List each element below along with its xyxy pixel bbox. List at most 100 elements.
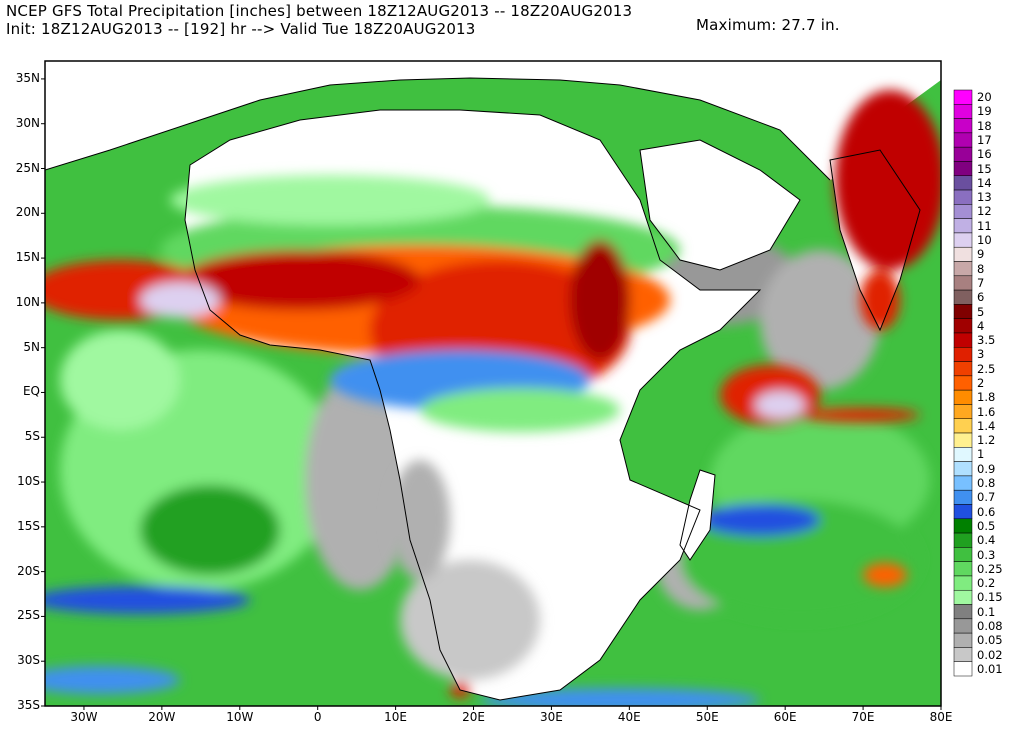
legend-level-label: 16 — [977, 147, 992, 162]
legend-swatch — [953, 275, 973, 291]
lat-label: 25S — [17, 608, 40, 623]
legend-level-label: 4 — [977, 318, 985, 333]
legend-level-label: 1.4 — [977, 418, 996, 433]
legend-level-label: 0.6 — [977, 504, 996, 519]
legend-swatch — [953, 389, 973, 405]
lon-label: 60E — [773, 710, 797, 724]
legend-swatch — [953, 575, 973, 591]
legend-level-label: 0.5 — [977, 518, 996, 533]
lat-label: 5S — [24, 429, 40, 444]
map-title: NCEP GFS Total Precipitation [inches] be… — [6, 2, 633, 20]
legend-level-label: 2.5 — [977, 361, 996, 376]
legend-level-label: 14 — [977, 175, 992, 190]
lat-label: 10N — [15, 294, 40, 309]
legend-level-label: 0.4 — [977, 533, 996, 548]
lon-label: 50E — [695, 710, 719, 724]
legend-swatch — [953, 89, 973, 105]
legend-level-label: 5 — [977, 304, 985, 319]
lon-label: 80E — [929, 710, 953, 724]
legend-level-label: 10 — [977, 233, 992, 248]
lat-label: 20S — [17, 563, 40, 578]
legend-swatch — [953, 304, 973, 319]
map-frame — [44, 60, 942, 707]
legend-level-label: 2 — [977, 376, 985, 390]
legend-swatch — [953, 332, 973, 348]
legend-level-label: 0.7 — [977, 490, 996, 505]
lon-label: 40E — [617, 710, 641, 724]
legend-level-label: 0.02 — [977, 647, 1003, 662]
legend-level-label: 3 — [977, 347, 985, 362]
legend-level-label: 1 — [977, 447, 985, 462]
lat-label: 35N — [15, 70, 40, 85]
legend-swatch — [953, 218, 973, 234]
legend-swatch — [953, 261, 973, 277]
init-valid-line: Init: 18Z12AUG2013 -- [192] hr --> Valid… — [6, 20, 476, 38]
legend-swatch — [953, 432, 973, 448]
legend-swatch — [953, 289, 973, 305]
legend-swatch — [953, 161, 973, 177]
legend-level-label: 20 — [977, 90, 992, 105]
maximum-readout: Maximum: 27.7 in. — [696, 16, 840, 34]
legend-swatch — [953, 518, 973, 534]
legend-swatch — [953, 604, 973, 620]
legend-level-label: 11 — [977, 218, 992, 233]
legend-swatch — [953, 418, 973, 434]
lon-label: 30W — [70, 710, 98, 724]
lat-label: 15N — [15, 250, 40, 265]
legend-swatch — [953, 375, 973, 391]
legend-swatch — [953, 632, 973, 648]
legend-level-label: 0.2 — [977, 576, 996, 591]
legend-level-label: 19 — [977, 104, 992, 119]
legend-level-label: 0.1 — [977, 604, 996, 619]
legend-swatch — [953, 404, 973, 419]
legend-swatch — [953, 447, 973, 462]
lat-label: 30N — [15, 115, 40, 130]
lat-label: 25N — [15, 160, 40, 175]
legend-level-label: 12 — [977, 204, 992, 219]
legend-swatch — [953, 532, 973, 548]
legend-swatch — [953, 589, 973, 605]
legend-swatch — [953, 489, 973, 505]
legend-level-label: 0.25 — [977, 561, 1003, 576]
legend-swatch — [953, 104, 973, 119]
legend-swatch — [953, 318, 973, 334]
legend-level-label: 0.15 — [977, 590, 1003, 605]
legend-level-label: 17 — [977, 133, 992, 148]
axis-ticks — [41, 78, 942, 710]
legend-swatch — [953, 132, 973, 148]
legend-swatch — [953, 561, 973, 577]
legend-swatch — [953, 661, 973, 677]
precip-field — [45, 235, 930, 706]
legend-swatch — [953, 175, 973, 191]
legend-swatch — [953, 146, 973, 162]
legend-level-label: 18 — [977, 118, 992, 133]
lat-label: 35S — [17, 698, 40, 712]
legend-level-label: 7 — [977, 275, 985, 290]
legend-swatch — [953, 118, 973, 134]
legend-swatch — [953, 475, 973, 491]
legend-level-label: 0.9 — [977, 461, 996, 476]
legend-level-label: 0.8 — [977, 476, 996, 491]
legend-level-label: 0.05 — [977, 633, 1003, 648]
legend-level-label: 15 — [977, 161, 992, 176]
legend-swatch — [953, 347, 973, 362]
lon-label: 10E — [384, 710, 408, 724]
lon-label: 20W — [148, 710, 176, 724]
lat-label: 20N — [15, 205, 40, 220]
lon-label: 30E — [539, 710, 563, 724]
legend-level-label: 3.5 — [977, 333, 996, 348]
lat-label: 30S — [17, 653, 40, 668]
legend-level-label: 0.08 — [977, 618, 1003, 633]
legend-level-label: 13 — [977, 190, 992, 205]
legend-level-label: 0.3 — [977, 547, 996, 562]
legend-swatch — [953, 461, 973, 477]
lon-label: 20E — [462, 710, 485, 724]
legend-level-label: 1.8 — [977, 390, 996, 405]
lon-label: 10W — [226, 710, 254, 724]
rain-belt — [45, 90, 941, 698]
legend-swatch — [953, 618, 973, 634]
legend-level-label: 1.2 — [977, 433, 996, 448]
lon-label: 70E — [851, 710, 875, 724]
